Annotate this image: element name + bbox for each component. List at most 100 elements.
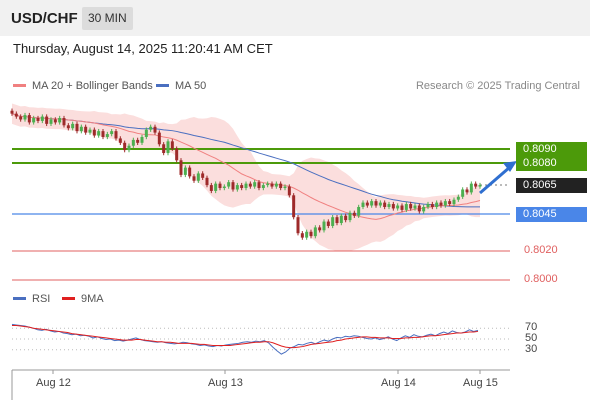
candle-body bbox=[201, 173, 205, 178]
candle-body bbox=[101, 131, 105, 137]
chart-header: USD/CHF 30 MIN bbox=[0, 0, 590, 36]
candle-body bbox=[153, 126, 157, 133]
candle bbox=[101, 128, 105, 140]
ma20-legend-label: MA 20 + Bollinger Bands bbox=[32, 80, 153, 92]
candle bbox=[75, 121, 79, 134]
candle-body bbox=[461, 189, 465, 197]
candle-body bbox=[196, 173, 200, 181]
candle bbox=[461, 187, 465, 199]
candle-body bbox=[430, 204, 434, 207]
candle bbox=[88, 127, 92, 135]
candle-body bbox=[53, 119, 57, 123]
rsi-layer bbox=[11, 323, 510, 355]
candle-body bbox=[478, 185, 482, 187]
candle bbox=[292, 193, 296, 220]
candle-body bbox=[296, 217, 300, 234]
symbol-label: USD/CHF bbox=[11, 10, 78, 27]
bollinger-band-layer bbox=[12, 103, 480, 252]
candle bbox=[166, 139, 170, 156]
candle-body bbox=[352, 212, 356, 216]
rsi-ma-line bbox=[12, 325, 479, 349]
candle-body bbox=[40, 116, 44, 121]
candle-body bbox=[231, 182, 235, 190]
candle-layer bbox=[10, 108, 482, 240]
candle bbox=[400, 203, 404, 213]
candle bbox=[383, 200, 387, 210]
candle bbox=[257, 180, 261, 191]
candle-body bbox=[123, 142, 127, 151]
candle bbox=[352, 210, 356, 218]
x-tick-label: Aug 14 bbox=[381, 377, 416, 389]
candle bbox=[378, 200, 382, 208]
candle-body bbox=[140, 136, 144, 143]
candle-body bbox=[27, 115, 31, 123]
candle bbox=[110, 128, 114, 137]
candle-body bbox=[162, 144, 166, 154]
ma50-swatch bbox=[156, 83, 169, 87]
legend-rsi: RSI bbox=[13, 293, 50, 305]
candle bbox=[40, 114, 44, 124]
candle-body bbox=[469, 183, 473, 193]
candle-body bbox=[348, 212, 352, 221]
candle-body bbox=[331, 217, 335, 226]
x-tick-label: Aug 15 bbox=[463, 377, 498, 389]
chart-datetime: Thursday, August 14, 2025 11:20:41 AM CE… bbox=[13, 41, 273, 56]
candle bbox=[170, 139, 174, 151]
candle-body bbox=[274, 183, 278, 187]
x-axis bbox=[11, 369, 510, 400]
candle bbox=[339, 213, 343, 226]
candle bbox=[19, 114, 23, 122]
candle bbox=[335, 215, 339, 226]
candle-body bbox=[417, 205, 421, 212]
candle-body bbox=[188, 167, 192, 177]
candle-body bbox=[422, 206, 426, 212]
candle bbox=[14, 111, 18, 119]
candle-body bbox=[283, 186, 287, 189]
candle-body bbox=[443, 201, 447, 206]
candle-body bbox=[266, 183, 270, 186]
candle-body bbox=[45, 116, 49, 124]
candle bbox=[396, 203, 400, 211]
candle bbox=[253, 180, 257, 189]
candle bbox=[305, 229, 309, 240]
candle-body bbox=[75, 123, 79, 132]
candle-body bbox=[36, 118, 40, 121]
candle bbox=[66, 123, 70, 131]
candle bbox=[53, 117, 57, 125]
candle bbox=[105, 131, 109, 140]
candle-body bbox=[326, 221, 330, 226]
candle-body bbox=[300, 233, 304, 238]
bollinger-band bbox=[12, 103, 480, 252]
candle-body bbox=[248, 183, 252, 187]
candle bbox=[426, 201, 430, 210]
timeframe-button[interactable]: 30 MIN bbox=[82, 7, 133, 30]
candle bbox=[79, 124, 83, 134]
candle bbox=[261, 182, 265, 191]
candle bbox=[192, 174, 196, 183]
candle bbox=[244, 181, 248, 191]
candle bbox=[443, 198, 447, 208]
candle-body bbox=[339, 215, 343, 224]
candle-body bbox=[439, 202, 443, 206]
candle-body bbox=[79, 126, 83, 132]
candle-body bbox=[257, 182, 261, 189]
candle bbox=[162, 142, 166, 156]
candle bbox=[248, 181, 252, 189]
candle-body bbox=[19, 116, 23, 120]
candle bbox=[144, 127, 148, 140]
candle bbox=[409, 201, 413, 211]
candle-body bbox=[253, 182, 257, 187]
candle-body bbox=[357, 206, 361, 216]
rsi-tick-30: 30 bbox=[525, 342, 538, 355]
candle-body bbox=[318, 227, 322, 231]
candle-body bbox=[49, 119, 53, 124]
candle bbox=[266, 181, 270, 188]
ma50-legend-label: MA 50 bbox=[175, 80, 207, 92]
candle-body bbox=[10, 110, 14, 114]
candle bbox=[452, 197, 456, 207]
candle bbox=[188, 165, 192, 179]
candle bbox=[331, 215, 335, 229]
candle bbox=[136, 137, 140, 145]
level-label-0.8020: 0.8020 bbox=[524, 244, 558, 256]
level-label-0.8080: 0.8080 bbox=[516, 156, 587, 171]
